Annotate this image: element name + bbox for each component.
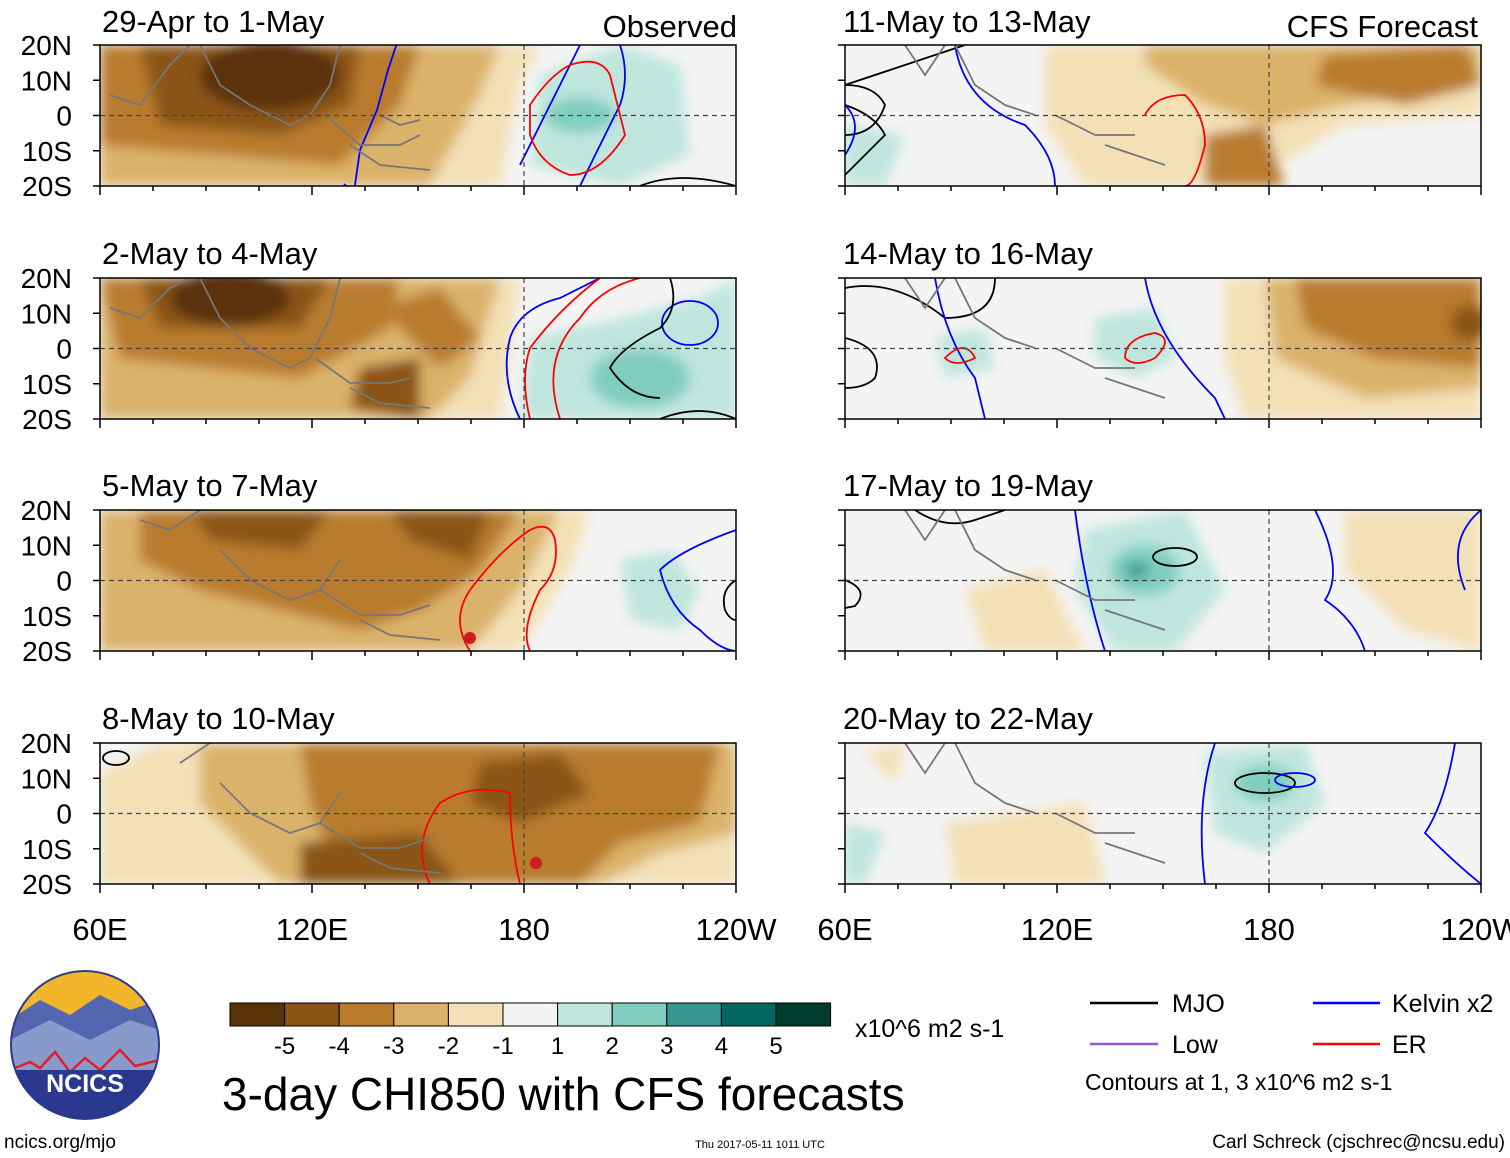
lat-label: 10N — [21, 298, 72, 329]
lat-label: 20S — [22, 636, 72, 667]
colorbar-tick-label: 1 — [551, 1033, 564, 1060]
lon-label: 120W — [696, 912, 778, 947]
colorbar-swatch — [447, 1002, 504, 1027]
legend-label-kelvin: Kelvin x2 — [1392, 990, 1493, 1018]
map-panel-obs-1 — [99, 44, 737, 187]
colorbar-tick-label: -1 — [492, 1033, 513, 1060]
colorbar-swatch — [720, 1002, 777, 1027]
lon-label: 60E — [817, 912, 872, 947]
map-panel-obs-4 — [99, 742, 737, 885]
lat-label: 10N — [21, 763, 72, 794]
lon-label: 120E — [276, 912, 348, 947]
map-panel-fcst-4 — [844, 742, 1482, 885]
colorbar-tick-label: 3 — [660, 1033, 673, 1060]
lon-label: 120W — [1441, 912, 1510, 947]
legend-label-er: ER — [1392, 1031, 1427, 1059]
ncics-logo: NCICS — [10, 970, 160, 1120]
colorbar-swatch — [338, 1002, 395, 1027]
panel-title: 5-May to 7-May — [102, 468, 318, 503]
panel-title: 11-May to 13-May — [843, 4, 1091, 39]
colorbar-swatch — [284, 1002, 340, 1027]
map-panel-obs-3 — [99, 509, 737, 652]
forecast-label: CFS Forecast — [1287, 9, 1479, 44]
footer-timestamp: Thu 2017-05-11 1011 UTC — [695, 1139, 825, 1151]
colorbar: -5 -4 -3 -2 -1 1 2 3 4 5 — [229, 1002, 832, 1060]
colorbar-tick-label: -4 — [329, 1033, 350, 1060]
map-panel-obs-2 — [99, 277, 737, 420]
colorbar-swatch — [229, 1002, 286, 1027]
colorbar-swatch — [666, 1002, 722, 1027]
lat-label: 10N — [21, 530, 72, 561]
legend-label-low: Low — [1172, 1031, 1219, 1059]
lat-label: 0 — [56, 334, 72, 365]
colorbar-swatch — [775, 1002, 832, 1027]
lat-label: 20S — [22, 404, 72, 435]
colorbar-tick-label: -2 — [438, 1033, 459, 1060]
lat-label: 0 — [56, 101, 72, 132]
colorbar-units: x10^6 m2 s-1 — [855, 1015, 1004, 1043]
lat-label: 20N — [21, 495, 72, 526]
lat-label: 10S — [22, 369, 72, 400]
lon-label: 180 — [1243, 912, 1295, 947]
axes-layer: 20N 10N 0 10S 20S 20N 10N 0 10S 20S 20N 10N 0 10S 20S 2… — [21, 30, 1510, 947]
colorbar-swatch — [502, 1002, 559, 1027]
contour-note: Contours at 1, 3 x10^6 m2 s-1 — [1085, 1069, 1392, 1095]
colorbar-tick-label: 5 — [769, 1033, 782, 1060]
cyclone-icon — [464, 632, 476, 644]
lon-label: 120E — [1021, 912, 1093, 947]
lat-label: 10S — [22, 834, 72, 865]
panel-title: 8-May to 10-May — [102, 701, 335, 736]
lat-label: 0 — [56, 566, 72, 597]
colorbar-tick-label: 4 — [715, 1033, 728, 1060]
lon-label: 60E — [72, 912, 127, 947]
lat-label: 10S — [22, 136, 72, 167]
cyclone-icon — [530, 857, 542, 869]
colorbar-tick-label: -5 — [274, 1033, 295, 1060]
colorbar-swatch — [393, 1002, 449, 1027]
panel-title: 2-May to 4-May — [102, 236, 318, 271]
map-panel-fcst-3 — [844, 509, 1482, 652]
colorbar-swatch — [557, 1002, 613, 1027]
legend: MJO Kelvin x2 Low ER Contours at 1, 3 x1… — [1085, 990, 1493, 1095]
panel-title: 17-May to 19-May — [843, 468, 1093, 503]
footer-credit: Carl Schreck (cjschrec@ncsu.edu) — [1212, 1132, 1505, 1153]
panel-title: 29-Apr to 1-May — [102, 4, 325, 39]
logo-text: NCICS — [46, 1070, 124, 1098]
colorbar-swatch — [611, 1002, 668, 1027]
panel-title: 14-May to 16-May — [843, 236, 1093, 271]
lat-label: 20S — [22, 869, 72, 900]
lat-label: 20N — [21, 263, 72, 294]
lat-label: 20N — [21, 728, 72, 759]
panel-title: 20-May to 22-May — [843, 701, 1093, 736]
legend-label-mjo: MJO — [1172, 990, 1225, 1018]
colorbar-tick-label: -3 — [383, 1033, 404, 1060]
lat-label: 10N — [21, 65, 72, 96]
lat-label: 10S — [22, 601, 72, 632]
lon-label: 180 — [498, 912, 550, 947]
lat-label: 0 — [56, 799, 72, 830]
map-panel-fcst-2 — [844, 277, 1482, 420]
map-panel-fcst-1 — [844, 44, 1482, 187]
lat-label: 20N — [21, 30, 72, 61]
footer-url: ncics.org/mjo — [4, 1132, 116, 1153]
colorbar-tick-label: 2 — [606, 1033, 619, 1060]
figure-title: 3-day CHI850 with CFS forecasts — [222, 1068, 905, 1120]
lat-label: 20S — [22, 171, 72, 202]
observed-label: Observed — [603, 9, 737, 44]
